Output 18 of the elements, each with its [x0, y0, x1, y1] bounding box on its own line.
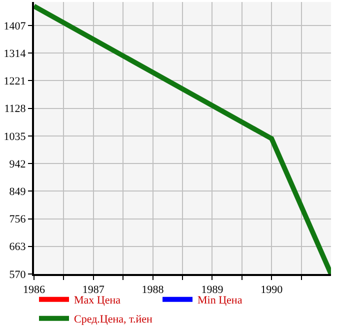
x-tick-label: 1989 — [201, 284, 224, 296]
y-tick-label: 1035 — [4, 130, 26, 143]
y-tick-label: 1128 — [4, 103, 26, 116]
legend-label: Сред.Цена, т.йен — [74, 314, 153, 326]
x-tick-label: 1988 — [142, 284, 164, 296]
y-tick-label: 663 — [9, 241, 26, 254]
y-tick-label: 570 — [9, 268, 26, 281]
y-tick-label: 1314 — [4, 48, 26, 60]
y-tick-label: 849 — [9, 186, 26, 198]
x-tick-label: 1990 — [260, 284, 284, 296]
x-tick-label: 1987 — [82, 284, 105, 296]
legend-label: Max Цена — [74, 294, 121, 307]
y-tick-label: 756 — [9, 214, 26, 226]
x-tick-label: 1986 — [23, 284, 46, 296]
y-tick-label: 1407 — [4, 20, 26, 32]
legend-label: Min Цена — [198, 294, 242, 307]
y-tick-label: 1221 — [4, 76, 26, 88]
y-tick-label: 942 — [9, 158, 26, 170]
